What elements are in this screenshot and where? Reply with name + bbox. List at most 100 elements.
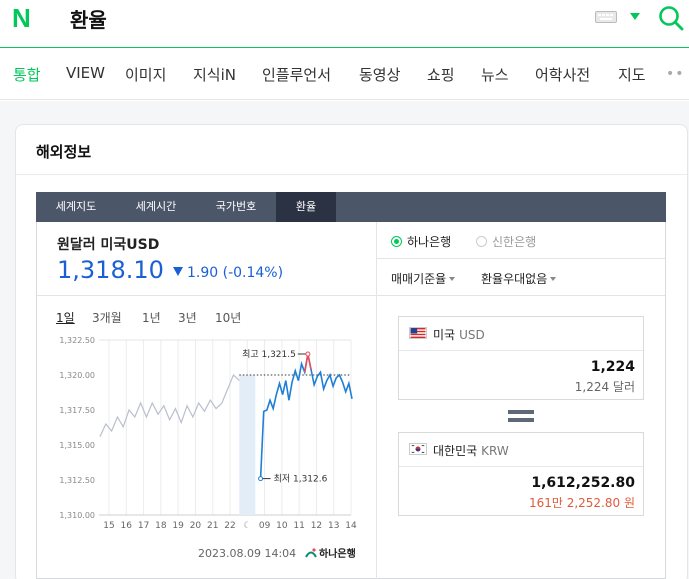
period-1d[interactable]: 1일: [56, 311, 75, 325]
search-query[interactable]: 환율: [70, 8, 107, 32]
to-currency-header[interactable]: 대한민국 KRW: [399, 433, 643, 467]
series-history-line: [99, 373, 240, 437]
caret-down-icon: [449, 277, 456, 281]
from-currency-name: 미국 USD: [433, 326, 485, 343]
high-label: 최고 1,321.5: [242, 349, 296, 360]
y-tick-label: 1,320.00: [59, 371, 95, 380]
period-1y[interactable]: 1년: [142, 311, 161, 325]
search-tabs: 통합 VIEW 이미지 지식iN 인플루언서 동영상 쇼핑 뉴스 어학사전 지도…: [0, 48, 689, 100]
x-tick-label: 20: [190, 521, 202, 531]
rate-change-value: 1.90 (-0.14%): [187, 265, 284, 281]
hana-bank-label: 하나은행: [319, 549, 356, 560]
pair-sub: 미국USD: [100, 237, 160, 253]
kr-flag-icon: [409, 443, 427, 455]
equals-icon: [508, 410, 534, 424]
naver-logo[interactable]: N: [12, 3, 31, 33]
down-arrow-icon: [173, 267, 183, 276]
rate-type-select[interactable]: 매매기준율: [391, 270, 456, 287]
x-tick-label: 19: [172, 521, 184, 531]
low-label: 최저 1,312.6: [274, 474, 328, 485]
y-tick-label: 1,322.50: [59, 336, 95, 345]
x-tick-label: 16: [121, 521, 133, 531]
column-divider: [376, 222, 377, 579]
from-amount-text: 1,224 달러: [574, 380, 635, 394]
card-divider: [16, 174, 687, 175]
to-amount[interactable]: 1,612,252.80: [531, 475, 635, 491]
series-today-line: [259, 353, 353, 479]
tab-influencer[interactable]: 인플루언서: [262, 66, 332, 84]
tab-view[interactable]: VIEW: [66, 64, 105, 82]
tab-country-code[interactable]: 국가번호: [215, 200, 257, 213]
search-icon[interactable]: [658, 5, 684, 31]
rate-change: 1.90 (-0.14%): [173, 265, 283, 281]
current-rate: 1,318.10: [57, 256, 164, 284]
header: N 환율: [0, 0, 689, 48]
tab-video[interactable]: 동영상: [359, 66, 401, 84]
radio-empty-icon: [476, 236, 487, 247]
currency-pair: 원달러 미국USD: [57, 234, 159, 254]
x-tick-label: 15: [103, 521, 114, 531]
chevron-down-icon[interactable]: [630, 13, 640, 20]
select-divider: [377, 295, 665, 296]
bank-option-hana-label: 하나은행: [407, 235, 452, 249]
y-tick-label: 1,310.00: [59, 511, 95, 520]
x-tick-label: 21: [207, 521, 218, 531]
from-code: USD: [459, 328, 485, 342]
more-tabs-icon[interactable]: ••: [666, 66, 685, 82]
preference-select[interactable]: 환율우대없음: [481, 270, 557, 287]
x-tick-label: 11: [293, 521, 304, 531]
from-country: 미국: [433, 328, 456, 342]
pair-name: 원달러: [57, 237, 96, 253]
period-3m[interactable]: 3개월: [92, 311, 122, 325]
x-tick-label: 13: [328, 521, 339, 531]
tab-knowledge[interactable]: 지식iN: [193, 66, 236, 84]
tab-world-map[interactable]: 세계지도: [55, 200, 97, 213]
bank-option-shinhan[interactable]: 신한은행: [476, 233, 536, 250]
tab-shopping[interactable]: 쇼핑: [427, 66, 455, 84]
period-3y[interactable]: 3년: [178, 311, 197, 325]
rate-type-label: 매매기준율: [391, 272, 447, 286]
widget-tabs: 세계지도 세계시간 국가번호 환율: [36, 192, 666, 222]
us-flag-icon: [409, 327, 427, 339]
bank-option-hana[interactable]: 하나은행: [391, 233, 451, 250]
x-tick-label: 12: [311, 521, 322, 531]
x-tick-label: ☾: [243, 521, 251, 531]
tab-images[interactable]: 이미지: [125, 66, 167, 84]
from-amount[interactable]: 1,224: [590, 359, 635, 375]
x-tick-label: 18: [155, 521, 167, 531]
to-country: 대한민국: [433, 444, 478, 458]
radio-selected-icon: [391, 236, 402, 247]
x-tick-label: 22: [224, 521, 235, 531]
x-tick-label: 17: [138, 521, 149, 531]
y-tick-label: 1,312.50: [59, 476, 95, 485]
to-currency-name: 대한민국 KRW: [433, 442, 509, 459]
tab-exchange-rate[interactable]: 환율: [276, 192, 336, 222]
tab-dictionary[interactable]: 어학사전: [535, 66, 591, 84]
tab-integrated[interactable]: 통합: [13, 66, 41, 84]
bank-divider: [377, 258, 665, 259]
high-marker-point: [305, 351, 311, 357]
y-tick-label: 1,317.50: [59, 406, 95, 415]
tab-map[interactable]: 지도: [618, 66, 646, 84]
caret-down-icon: [550, 277, 557, 281]
from-currency-header[interactable]: 미국 USD: [399, 317, 643, 351]
rate-chart[interactable]: 1,322.50 1,320.00 1,317.50 1,315.00 1,312.50…: [37, 330, 376, 545]
keyboard-icon[interactable]: [595, 11, 617, 23]
from-currency-box[interactable]: 미국 USD 1,224 1,224 달러: [398, 316, 644, 400]
card-title: 해외정보: [36, 143, 92, 161]
chart-timestamp: 2023.08.09 14:04: [198, 547, 297, 560]
preference-label: 환율우대없음: [481, 272, 548, 286]
x-tick-label: 09: [259, 521, 271, 531]
low-marker-point: [258, 476, 264, 482]
to-amount-text: 161만 2,252.80 원: [528, 496, 635, 510]
tab-news[interactable]: 뉴스: [481, 66, 509, 84]
to-code: KRW: [481, 444, 509, 458]
tab-world-time[interactable]: 세계시간: [135, 200, 177, 213]
period-10y[interactable]: 10년: [215, 311, 242, 325]
x-tick-label: 10: [276, 521, 288, 531]
to-currency-box[interactable]: 대한민국 KRW 1,612,252.80 161만 2,252.80 원: [398, 432, 644, 516]
market-closed-band: [239, 375, 256, 515]
hana-bank-icon: [305, 548, 317, 558]
bank-option-shinhan-label: 신한은행: [492, 235, 537, 249]
hana-bank-logo: 하나은행: [305, 545, 356, 560]
